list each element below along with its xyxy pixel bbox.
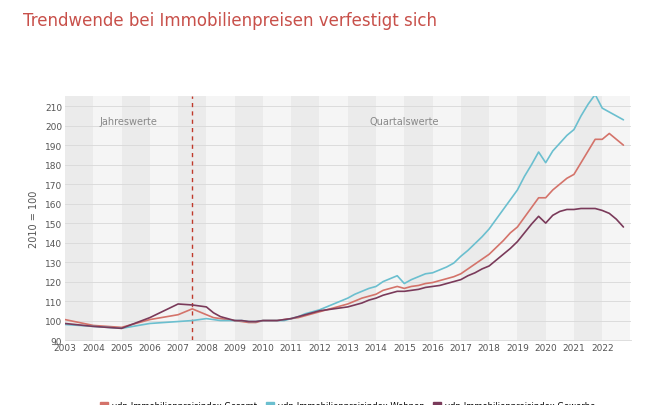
Bar: [94, 97, 122, 340]
Bar: [432, 97, 461, 340]
Y-axis label: 2010 = 100: 2010 = 100: [29, 190, 40, 247]
Bar: [122, 97, 150, 340]
Bar: [546, 97, 574, 340]
Bar: [291, 97, 319, 340]
Text: Trendwende bei Immobilienpreisen verfestigt sich: Trendwende bei Immobilienpreisen verfest…: [23, 12, 437, 30]
Bar: [602, 97, 630, 340]
Bar: [178, 97, 206, 340]
Bar: [489, 97, 517, 340]
Bar: [461, 97, 489, 340]
Bar: [65, 97, 94, 340]
Text: Quartalswerte: Quartalswerte: [370, 117, 439, 127]
Bar: [517, 97, 546, 340]
Bar: [207, 97, 235, 340]
Bar: [235, 97, 263, 340]
Bar: [574, 97, 602, 340]
Bar: [150, 97, 178, 340]
Bar: [319, 97, 348, 340]
Bar: [404, 97, 433, 340]
Bar: [263, 97, 291, 340]
Bar: [376, 97, 404, 340]
Text: Jahreswerte: Jahreswerte: [99, 117, 157, 127]
Bar: [348, 97, 376, 340]
Legend: vdp-Immobilienpreisindex Gesamt, vdp-Immobilienpreisindex Wohnen, vdp-Immobilien: vdp-Immobilienpreisindex Gesamt, vdp-Imm…: [96, 398, 599, 405]
